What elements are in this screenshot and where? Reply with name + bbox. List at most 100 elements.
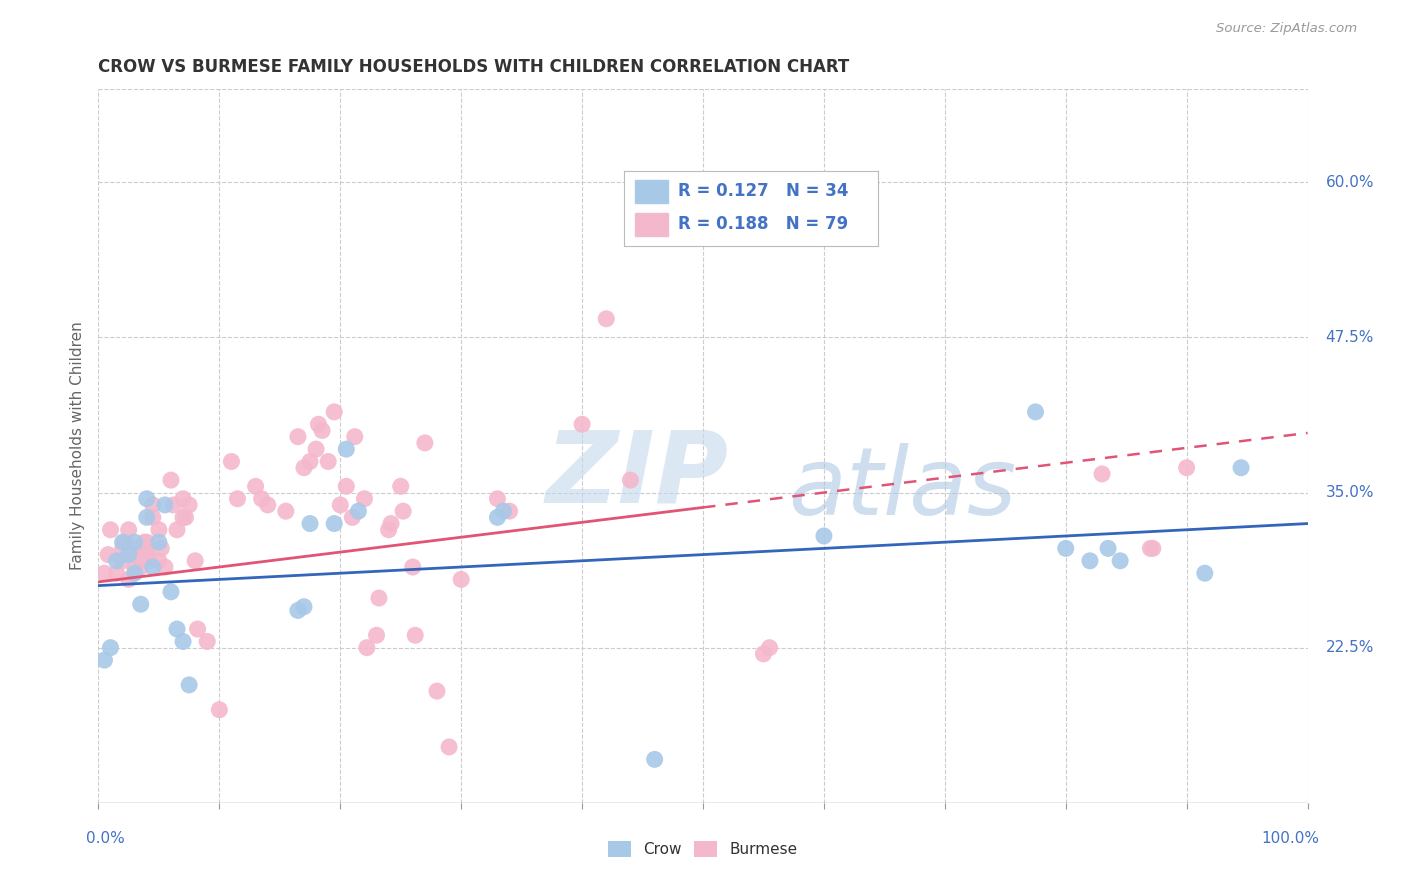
Point <box>105 554 128 568</box>
Point <box>1054 541 1077 556</box>
Point <box>148 554 170 568</box>
Point <box>287 603 309 617</box>
Point <box>135 535 157 549</box>
Point <box>187 622 209 636</box>
Point <box>195 634 218 648</box>
Point <box>1097 541 1119 556</box>
Point <box>124 535 146 549</box>
Point <box>450 573 472 587</box>
Point <box>380 516 402 531</box>
Point <box>813 529 835 543</box>
Point <box>1175 460 1198 475</box>
Text: Source: ZipAtlas.com: Source: ZipAtlas.com <box>1216 22 1357 36</box>
Point <box>172 491 194 506</box>
Point <box>153 560 176 574</box>
FancyBboxPatch shape <box>634 180 668 202</box>
Point <box>492 504 515 518</box>
Point <box>486 510 509 524</box>
Point <box>111 554 134 568</box>
Point <box>356 640 378 655</box>
Point <box>118 573 141 587</box>
Point <box>298 454 321 468</box>
Y-axis label: Family Households with Children: Family Households with Children <box>70 322 86 570</box>
Point <box>172 634 194 648</box>
Text: 100.0%: 100.0% <box>1261 831 1320 847</box>
Point <box>486 491 509 506</box>
Text: R = 0.127   N = 34: R = 0.127 N = 34 <box>678 182 848 200</box>
Point <box>1091 467 1114 481</box>
Point <box>250 491 273 506</box>
Point <box>342 510 364 524</box>
Text: 0.0%: 0.0% <box>86 831 125 847</box>
Point <box>1194 566 1216 581</box>
Point <box>111 535 134 549</box>
Point <box>226 491 249 506</box>
Point <box>184 554 207 568</box>
Point <box>118 548 141 562</box>
Point <box>174 510 197 524</box>
Point <box>571 417 593 432</box>
Point <box>498 504 520 518</box>
Point <box>114 535 136 549</box>
Text: 60.0%: 60.0% <box>1326 175 1374 190</box>
Point <box>368 591 391 605</box>
Point <box>377 523 399 537</box>
Point <box>426 684 449 698</box>
Point <box>644 752 666 766</box>
Point <box>323 516 346 531</box>
Point <box>274 504 297 518</box>
Text: atlas: atlas <box>787 443 1017 534</box>
Text: 35.0%: 35.0% <box>1326 485 1374 500</box>
Point <box>1078 554 1101 568</box>
Point <box>595 311 617 326</box>
Point <box>256 498 278 512</box>
Text: 47.5%: 47.5% <box>1326 330 1374 345</box>
Point <box>118 523 141 537</box>
Point <box>124 566 146 581</box>
Text: CROW VS BURMESE FAMILY HOUSEHOLDS WITH CHILDREN CORRELATION CHART: CROW VS BURMESE FAMILY HOUSEHOLDS WITH C… <box>98 58 849 76</box>
Point <box>97 548 120 562</box>
Point <box>1139 541 1161 556</box>
Point <box>177 678 201 692</box>
Point <box>100 640 122 655</box>
Point <box>135 491 157 506</box>
Point <box>335 442 357 456</box>
Point <box>353 491 375 506</box>
Point <box>100 523 122 537</box>
Point <box>437 739 460 754</box>
Point <box>111 541 134 556</box>
Point <box>166 523 188 537</box>
Point <box>402 560 425 574</box>
Point <box>177 498 201 512</box>
Point <box>129 597 152 611</box>
Point <box>93 653 115 667</box>
Point <box>166 622 188 636</box>
Point <box>93 566 115 581</box>
Point <box>366 628 388 642</box>
Point <box>160 473 183 487</box>
Point <box>389 479 412 493</box>
Point <box>135 548 157 562</box>
Point <box>311 424 333 438</box>
Point <box>142 510 165 524</box>
Point <box>329 498 352 512</box>
Point <box>752 647 775 661</box>
Point <box>292 460 315 475</box>
Point <box>129 554 152 568</box>
Point <box>1024 405 1046 419</box>
Legend: Crow, Burmese: Crow, Burmese <box>602 835 804 863</box>
Point <box>134 535 156 549</box>
Point <box>308 417 330 432</box>
Point <box>124 560 146 574</box>
Point <box>1109 554 1132 568</box>
Text: ZIP: ZIP <box>546 426 728 523</box>
Point <box>316 454 339 468</box>
Point <box>138 554 160 568</box>
Point <box>160 584 183 599</box>
Point <box>1230 460 1253 475</box>
Text: R = 0.188   N = 79: R = 0.188 N = 79 <box>678 215 848 233</box>
Point <box>148 535 170 549</box>
Point <box>135 510 157 524</box>
Point <box>142 498 165 512</box>
Point <box>758 640 780 655</box>
